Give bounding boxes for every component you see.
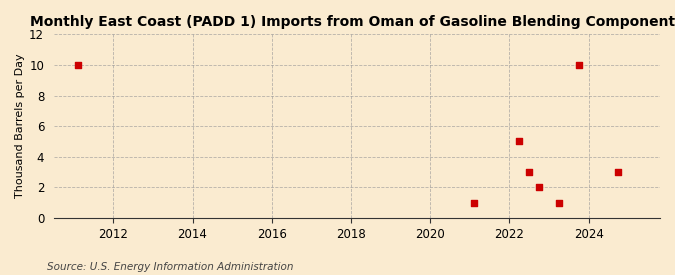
- Point: [613, 170, 624, 174]
- Point: [468, 200, 479, 205]
- Point: [573, 63, 584, 67]
- Point: [514, 139, 524, 144]
- Y-axis label: Thousand Barrels per Day: Thousand Barrels per Day: [15, 54, 25, 199]
- Point: [554, 200, 564, 205]
- Point: [72, 63, 83, 67]
- Point: [534, 185, 545, 189]
- Title: Monthly East Coast (PADD 1) Imports from Oman of Gasoline Blending Components: Monthly East Coast (PADD 1) Imports from…: [30, 15, 675, 29]
- Point: [524, 170, 535, 174]
- Text: Source: U.S. Energy Information Administration: Source: U.S. Energy Information Administ…: [47, 262, 294, 272]
